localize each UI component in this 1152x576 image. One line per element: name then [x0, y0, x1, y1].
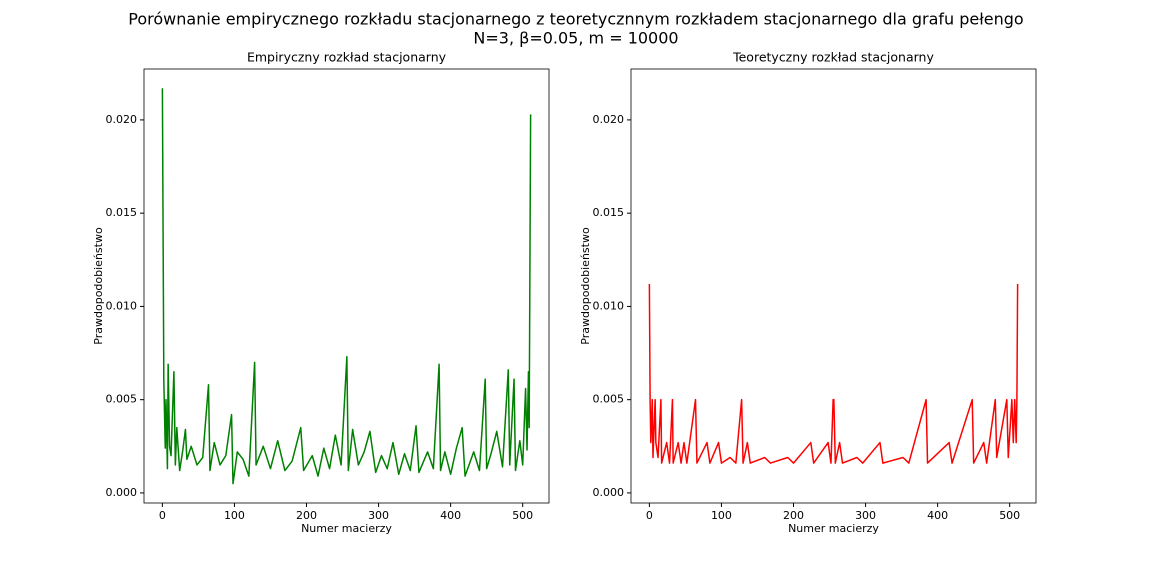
suptitle: Porównanie empirycznego rozkładu stacjon…: [128, 10, 1023, 29]
y-tick-label: 0.005: [593, 393, 625, 406]
y-tick-label: 0.005: [106, 393, 138, 406]
y-tick-label: 0.020: [106, 113, 138, 126]
x-tick-label: 400: [440, 509, 461, 522]
x-tick-label: 100: [711, 509, 732, 522]
x-tick-label: 500: [999, 509, 1020, 522]
y-axis-label: Prawdopodobieństwo: [92, 227, 105, 345]
y-tick-label: 0.010: [593, 299, 625, 312]
x-tick-label: 300: [368, 509, 389, 522]
data-line: [648, 284, 1019, 464]
x-tick-label: 100: [224, 509, 245, 522]
x-tick-label: 0: [159, 509, 166, 522]
axes-frame: [630, 68, 1037, 504]
x-axis-label: Numer macierzy: [301, 522, 392, 535]
x-tick-label: 400: [927, 509, 948, 522]
axes-title: Empiryczny rozkład stacjonarny: [247, 50, 447, 65]
x-tick-label: 0: [646, 509, 653, 522]
y-tick-label: 0.010: [106, 299, 138, 312]
y-tick-label: 0.000: [106, 486, 138, 499]
axes-frame: [143, 68, 550, 504]
suptitle: N=3, β=0.05, m = 10000: [473, 29, 678, 48]
y-tick-label: 0.015: [593, 206, 625, 219]
y-tick-label: 0.020: [593, 113, 625, 126]
y-tick-label: 0.015: [106, 206, 138, 219]
x-tick-label: 200: [783, 509, 804, 522]
axes-title: Teoretyczny rozkład stacjonarny: [732, 50, 934, 65]
x-axis-label: Numer macierzy: [788, 522, 879, 535]
x-tick-label: 300: [855, 509, 876, 522]
data-line: [161, 88, 532, 485]
x-tick-label: 500: [512, 509, 533, 522]
y-tick-label: 0.000: [593, 486, 625, 499]
x-tick-label: 200: [296, 509, 317, 522]
y-axis-label: Prawdopodobieństwo: [579, 227, 592, 345]
